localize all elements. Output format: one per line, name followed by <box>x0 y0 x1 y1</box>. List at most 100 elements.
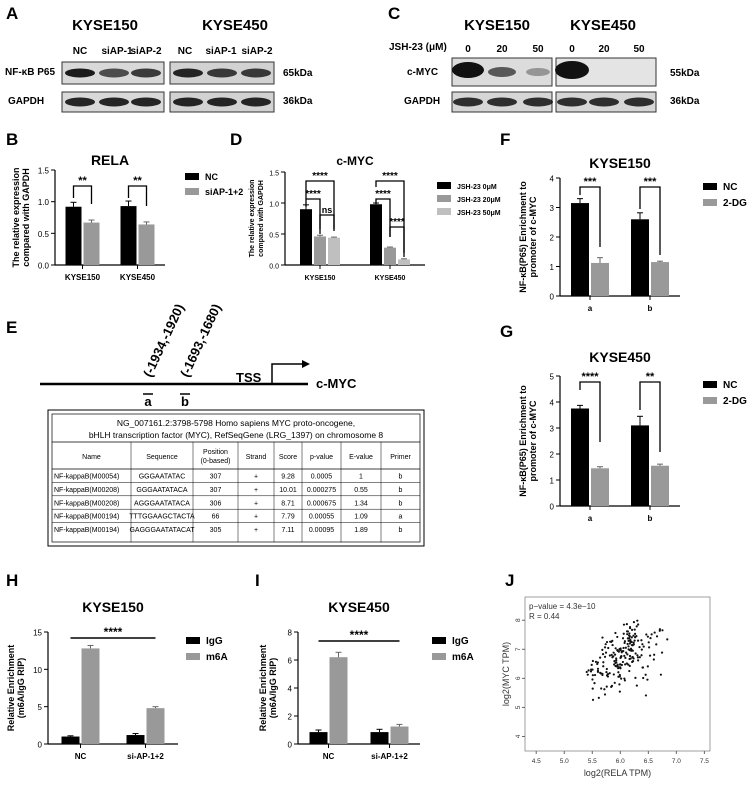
scatter-point <box>586 673 589 676</box>
significance-label: ** <box>133 175 142 187</box>
x-tick-label: KYSE150 <box>65 273 101 282</box>
significance-bracket <box>639 186 661 255</box>
gene-label: c-MYC <box>316 376 357 391</box>
table-cell: AGGGAATATACA <box>134 500 190 507</box>
legend-label: NC <box>205 172 218 182</box>
blot-c-cell-kyse150: KYSE150 <box>464 17 530 34</box>
scatter-point <box>623 677 626 680</box>
cmyc-band <box>488 67 516 77</box>
tss-arrow-icon <box>271 363 302 384</box>
scatter-point <box>634 652 637 655</box>
scatter-point <box>614 631 617 635</box>
bar <box>384 247 396 265</box>
x-tick-label: 6.0 <box>616 758 625 765</box>
scatter-point <box>623 641 626 645</box>
scatter-point <box>637 659 640 662</box>
y-axis-label: The relative expression <box>249 180 256 258</box>
scatter-point <box>617 671 620 674</box>
table-cell: 7.11 <box>281 527 294 534</box>
chart-h-kyse150: KYSE150 0 5 10 15 Relative Enrichment (m6A/IgG… <box>6 599 228 761</box>
panel-label-a: A <box>6 4 18 23</box>
bar <box>61 736 80 744</box>
bar <box>309 732 328 744</box>
scatter-point <box>630 643 634 647</box>
primer-a-label: a <box>144 394 152 409</box>
y-axis-label: (m6A/IgG RIP) <box>268 658 278 719</box>
scatter-point <box>624 646 627 649</box>
scatter-point <box>633 639 636 642</box>
scatter-point <box>660 651 664 654</box>
gapdh-band <box>207 97 237 107</box>
significance-label: **** <box>350 628 369 642</box>
scatter-point <box>626 653 629 656</box>
scatter-point <box>615 657 618 660</box>
scatter-point <box>593 673 597 677</box>
table-cell: + <box>254 527 258 534</box>
scatter-point <box>615 659 618 662</box>
scatter-point <box>652 658 655 661</box>
legend-label: 2-DG <box>723 198 747 209</box>
legend-swatch <box>703 381 717 388</box>
table-cell: 66 <box>212 514 220 521</box>
blot-c-row-cmyc: c-MYC <box>407 67 438 78</box>
scatter-point <box>613 653 617 656</box>
scatter-point <box>628 669 631 673</box>
scatter-point <box>632 621 636 624</box>
gapdh-band <box>173 97 203 107</box>
significance-label: **** <box>312 171 328 182</box>
table-header-line: Position <box>203 449 228 456</box>
scatter-point <box>591 698 595 701</box>
bar <box>300 209 312 265</box>
y-tick-label: 0.5 <box>269 233 279 240</box>
panel-label-f: F <box>500 130 510 149</box>
table-cell: GGGAATATACA <box>136 487 188 494</box>
y-tick-label: 2 <box>288 713 293 722</box>
scatter-point <box>640 648 643 651</box>
scatter-point <box>626 642 629 646</box>
chart-f-kyse150: KYSE150 0 1 2 3 4 NF-κB(P65) Enrichment to prom… <box>518 155 747 313</box>
scatter-point <box>650 633 653 636</box>
y-tick-label: 8 <box>288 629 293 638</box>
scatter-point <box>598 656 602 659</box>
scatter-point <box>628 632 631 635</box>
scatter-point <box>628 625 632 629</box>
scatter-point <box>603 688 606 691</box>
bar <box>571 408 589 506</box>
scatter-point <box>604 643 607 646</box>
scatter-point <box>638 656 641 659</box>
significance-bracket <box>375 180 405 253</box>
gapdh-band <box>487 97 517 107</box>
table-cell: + <box>254 514 258 521</box>
scatter-point <box>591 674 594 677</box>
panel-label-c: C <box>388 4 400 23</box>
x-tick-label: KYSE450 <box>120 273 156 282</box>
scatter-point <box>622 650 625 653</box>
blot-a-row-gapdh: GAPDH <box>8 96 44 107</box>
bar <box>328 237 340 265</box>
x-tick-label: a <box>588 514 593 523</box>
scatter-point <box>619 663 622 666</box>
scatter-point <box>629 647 633 650</box>
panel-label-j: J <box>505 571 514 590</box>
scatter-point <box>628 664 631 668</box>
legend-swatch <box>186 637 200 644</box>
table-cell: b <box>399 474 403 481</box>
legend-label: NC <box>723 182 737 193</box>
gapdh-band <box>523 97 553 107</box>
significance-bracket <box>579 186 601 247</box>
legend-label: JSH-23 20μM <box>457 197 501 204</box>
bar <box>329 657 348 744</box>
legend-label: m6A <box>206 652 228 663</box>
legend-label: IgG <box>452 636 469 647</box>
scatter-point <box>659 673 662 676</box>
scatter-point <box>646 678 649 681</box>
table-header-line: (0-based) <box>201 458 231 465</box>
scatter-point <box>644 694 648 697</box>
blot-a-bands <box>65 68 271 107</box>
scatter-point <box>609 640 612 643</box>
bar <box>631 219 649 296</box>
scatter-point <box>637 623 640 626</box>
blot-a-lane: siAP-2 <box>130 46 162 57</box>
scatter-point <box>618 673 621 677</box>
y-tick-label: 0.0 <box>269 264 279 271</box>
